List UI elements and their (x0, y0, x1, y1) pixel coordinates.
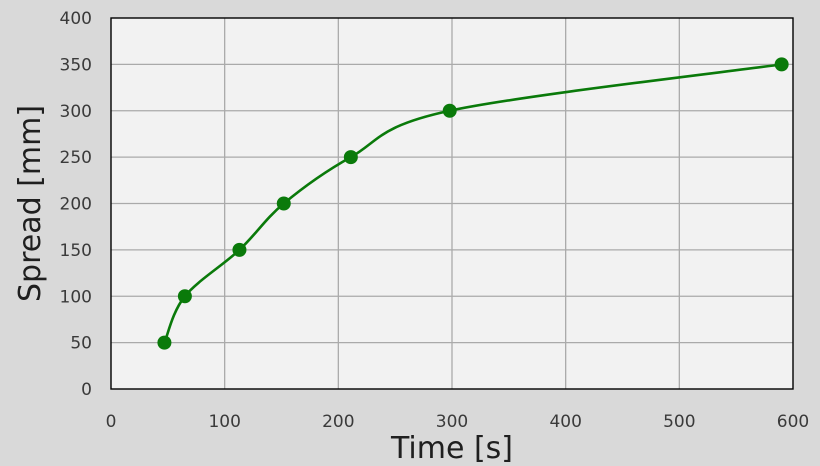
y-tick-label: 300 (60, 102, 92, 122)
data-point (276, 196, 291, 211)
x-tick-label: 200 (322, 412, 354, 432)
y-tick-label: 0 (81, 380, 92, 400)
x-tick-label: 100 (208, 412, 240, 432)
tick-labels: 0 100 200 300 400 500 600 0 50 100 150 200 250 300 350… (60, 9, 810, 432)
y-tick-label: 50 (70, 334, 92, 354)
series-line (163, 63, 782, 344)
data-point (774, 57, 789, 72)
y-tick-label: 350 (60, 55, 92, 75)
data-point (157, 335, 172, 350)
y-axis-title: Spread [mm] (13, 105, 48, 302)
data-point (177, 289, 192, 304)
x-tick-label: 300 (436, 412, 468, 432)
y-tick-label: 100 (60, 287, 92, 307)
y-tick-label: 150 (60, 241, 92, 261)
y-tick-label: 200 (60, 195, 92, 215)
data-point (442, 103, 457, 118)
x-tick-label: 600 (777, 412, 809, 432)
x-tick-label: 0 (106, 412, 117, 432)
axes (110, 17, 794, 390)
plot-frame (110, 17, 794, 390)
y-tick-label: 250 (60, 148, 92, 168)
y-tick-label: 400 (60, 9, 92, 29)
x-axis-title: Time [s] (390, 431, 513, 466)
x-tick-label: 500 (663, 412, 695, 432)
data-point (232, 242, 247, 257)
series (157, 57, 789, 350)
data-point (343, 150, 358, 165)
x-tick-label: 400 (549, 412, 581, 432)
